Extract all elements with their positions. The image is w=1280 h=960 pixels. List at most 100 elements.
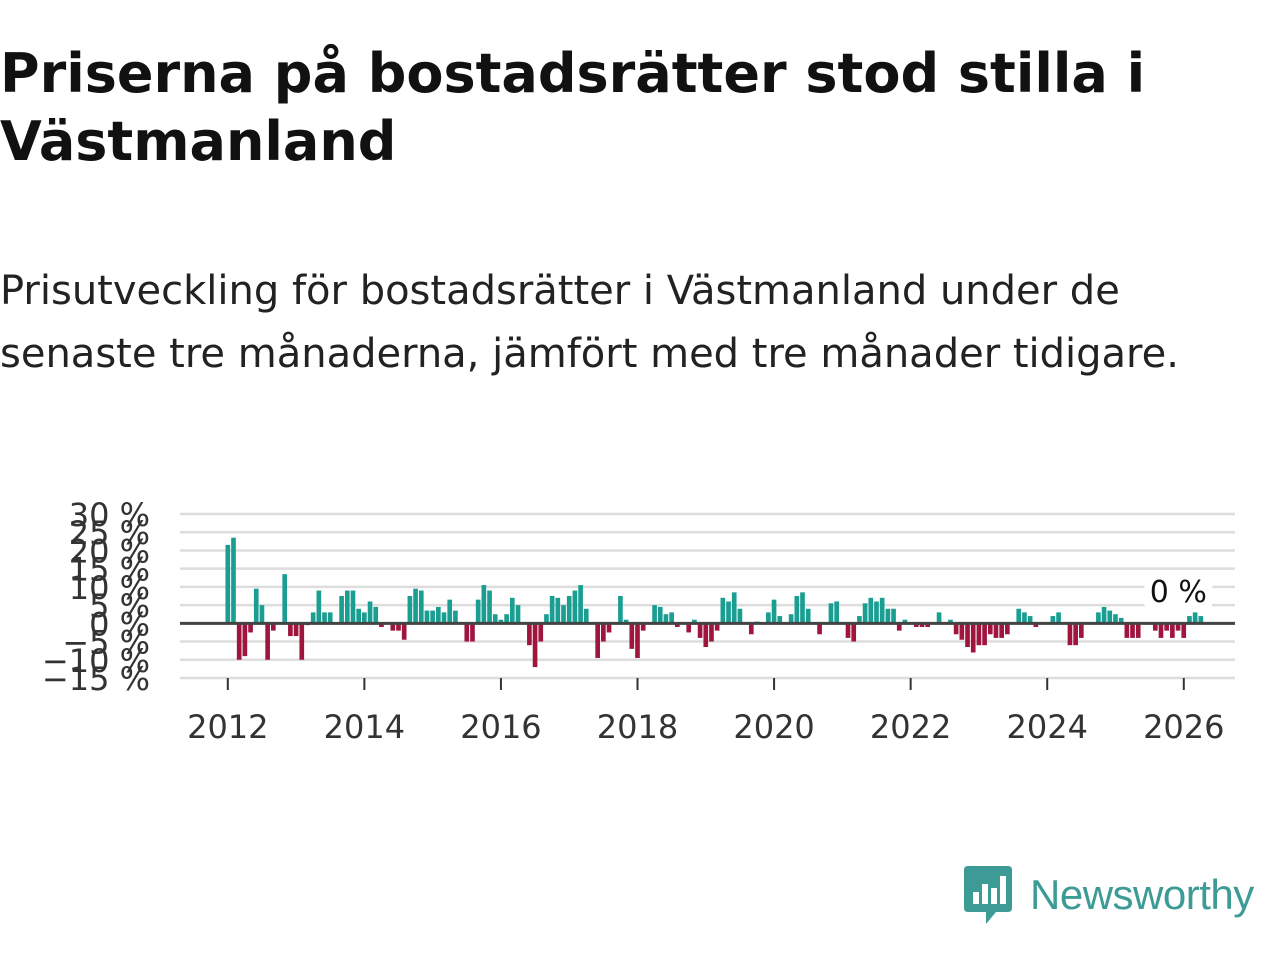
bar-positive	[424, 610, 430, 624]
bar-positive	[1107, 610, 1113, 624]
newsworthy-wordmark: Newsworthy	[1030, 871, 1254, 918]
y-tick-label: 10 %	[69, 569, 150, 607]
bar-negative	[242, 623, 248, 657]
bar-negative	[464, 623, 470, 642]
y-tick-label: 5 %	[89, 587, 150, 625]
bar-positive	[447, 599, 453, 624]
bar-positive	[487, 590, 492, 624]
newsworthy-logo: Newsworthy	[962, 864, 1254, 926]
bar-positive	[737, 608, 743, 624]
bar-negative	[999, 623, 1004, 638]
bar-positive	[583, 608, 589, 624]
bar-positive	[1101, 606, 1107, 624]
bar-positive	[1016, 608, 1022, 624]
bar-positive	[800, 592, 805, 624]
bar-negative	[236, 623, 242, 660]
bar-positive	[936, 612, 942, 624]
bar-positive	[549, 596, 555, 624]
bar-positive	[509, 597, 515, 624]
bar-positive	[561, 605, 566, 624]
bar-positive	[1113, 614, 1118, 624]
bar-positive	[316, 590, 322, 624]
bar-positive	[726, 601, 731, 624]
bar-negative	[270, 623, 276, 631]
bar-negative	[288, 623, 293, 637]
bar-positive	[413, 588, 418, 624]
bar-negative	[703, 623, 709, 648]
bar-positive	[453, 610, 458, 624]
y-tick-label: −5 %	[62, 624, 150, 662]
bar-positive	[572, 590, 578, 624]
y-tick-label: 20 %	[69, 532, 150, 570]
bar-positive	[828, 603, 834, 624]
bar-positive	[344, 590, 350, 624]
bar-negative	[896, 623, 902, 631]
bar-negative	[817, 623, 822, 635]
newsworthy-logo-icon	[964, 866, 1012, 924]
grid-lines	[180, 512, 1235, 680]
bar-positive	[418, 590, 424, 624]
x-axis: 2012 2014 2016 2018 2020 2022 2024 2026	[187, 678, 1225, 746]
bar-negative	[919, 623, 925, 627]
bar-positive	[504, 614, 509, 624]
bar-negative	[970, 623, 976, 653]
x-tick-label: 2022	[870, 708, 951, 746]
bar-negative	[299, 623, 305, 660]
x-tick-label: 2026	[1143, 708, 1224, 746]
bar-positive	[766, 612, 771, 624]
y-tick-label: 15 %	[69, 551, 150, 589]
bar-negative	[1175, 623, 1181, 631]
bar-positive	[657, 606, 663, 624]
bar-positive	[879, 597, 885, 624]
page-subtitle: Prisutveckling för bostadsrätter i Västm…	[0, 268, 1179, 377]
bar-positive	[322, 612, 327, 624]
bar-negative	[532, 623, 538, 668]
bar-negative	[1158, 623, 1164, 638]
bar-negative	[538, 623, 544, 642]
bar-positive	[652, 605, 657, 624]
y-axis-labels: 30 %25 %20 %15 %10 %5 %0 %−5 %−10 %−15 %	[42, 496, 150, 698]
bar-positive	[1050, 616, 1056, 624]
bar-negative	[987, 623, 993, 635]
bar-positive	[259, 605, 265, 624]
bar-positive	[367, 601, 373, 624]
bar-positive	[771, 599, 777, 624]
bar-negative	[390, 623, 396, 631]
bar-negative	[595, 623, 600, 658]
bar-negative	[1005, 623, 1010, 635]
bar-positive	[231, 537, 236, 624]
bar-negative	[993, 623, 999, 638]
bar-positive	[663, 614, 669, 624]
bar-positive	[578, 585, 583, 624]
bar-positive	[1192, 612, 1198, 624]
y-tick-label: 25 %	[69, 514, 150, 552]
bar-negative	[959, 623, 965, 640]
bar-positive	[492, 614, 498, 624]
bar-negative	[601, 623, 606, 642]
bar-negative	[1078, 623, 1084, 638]
bar-positive	[1022, 612, 1027, 624]
x-tick-label: 2016	[460, 708, 541, 746]
bar-positive	[720, 597, 726, 624]
bar-negative	[1181, 623, 1187, 638]
bar-positive	[862, 603, 868, 624]
bar-positive	[436, 606, 441, 624]
bar-positive	[669, 612, 674, 624]
bar-positive	[253, 588, 259, 624]
bar-negative	[396, 623, 401, 631]
y-tick-label: −10 %	[42, 642, 150, 680]
bar-negative	[470, 623, 475, 642]
bar-positive	[794, 596, 800, 624]
bar-positive	[902, 619, 908, 624]
bar-positive	[441, 612, 447, 624]
bar-negative	[379, 623, 384, 627]
bar-positive	[834, 601, 839, 624]
bar-positive	[1056, 612, 1061, 624]
bar-negative	[1170, 623, 1175, 638]
bar-negative	[697, 623, 703, 638]
bar-positive	[310, 612, 316, 624]
bar-positive	[805, 608, 811, 624]
bar-negative	[1124, 623, 1130, 638]
bar-negative	[293, 623, 299, 637]
annotation-background	[1144, 572, 1213, 609]
